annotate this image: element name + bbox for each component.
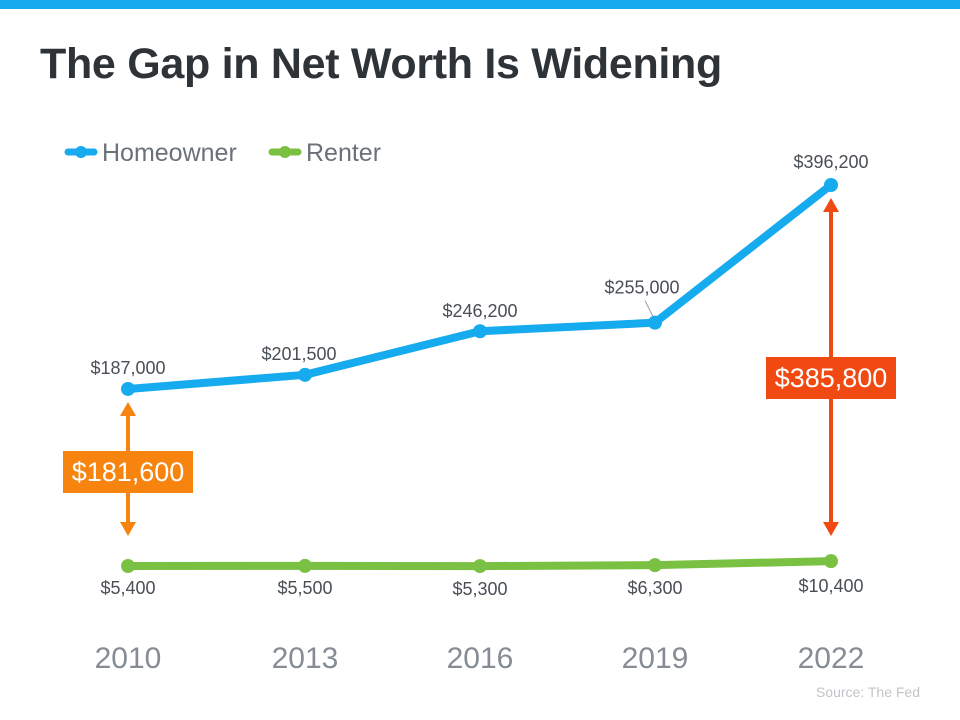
data-point-0-4 bbox=[824, 178, 838, 192]
gap-callout-label-0: $181,600 bbox=[72, 457, 185, 487]
legend-marker-1 bbox=[279, 146, 291, 158]
legend: Homeowner Renter bbox=[64, 139, 381, 167]
x-tick-label-1: 2013 bbox=[272, 642, 339, 675]
data-label-1-4: $10,400 bbox=[798, 576, 863, 596]
data-point-0-0 bbox=[121, 381, 135, 396]
data-point-1-0 bbox=[121, 559, 135, 573]
x-tick-label-0: 2010 bbox=[95, 642, 162, 675]
data-label-0-0: $187,000 bbox=[90, 358, 165, 378]
data-point-0-3 bbox=[648, 315, 662, 330]
data-point-1-2 bbox=[473, 559, 487, 574]
data-label-1-3: $6,300 bbox=[627, 578, 682, 598]
gap-arrow-head-top-1 bbox=[823, 198, 839, 212]
x-tick-label-4: 2022 bbox=[798, 642, 865, 675]
series-line-0 bbox=[124, 181, 835, 393]
x-tick-label-2: 2016 bbox=[447, 642, 514, 675]
chart-title: The Gap in Net Worth Is Widening bbox=[40, 40, 722, 88]
data-label-0-4: $396,200 bbox=[793, 152, 868, 172]
top-accent-bar bbox=[0, 0, 960, 9]
data-point-0-2 bbox=[473, 324, 487, 339]
data-label-0-3: $255,000 bbox=[604, 278, 679, 298]
gap-arrow-head-bottom-1 bbox=[823, 522, 839, 536]
legend-label-0: Homeowner bbox=[102, 139, 237, 167]
x-tick-label-3: 2019 bbox=[622, 642, 689, 675]
gap-arrow-head-top-0 bbox=[120, 401, 136, 416]
data-label-0-1: $201,500 bbox=[261, 344, 336, 364]
leader-line-2019 bbox=[644, 300, 654, 317]
data-point-1-3 bbox=[648, 558, 662, 573]
gap-callout-box-1 bbox=[766, 357, 896, 399]
gap-callout-label-1: $385,800 bbox=[775, 363, 888, 393]
data-label-1-2: $5,300 bbox=[452, 579, 507, 599]
data-point-1-4 bbox=[824, 554, 838, 569]
gap-arrow-head-bottom-0 bbox=[120, 522, 136, 536]
data-point-0-1 bbox=[298, 367, 312, 382]
source-note: Source: The Fed bbox=[815, 684, 920, 700]
legend-label-1: Renter bbox=[306, 139, 381, 167]
data-label-1-0: $5,400 bbox=[100, 578, 155, 598]
legend-marker-0 bbox=[75, 146, 87, 158]
data-label-1-1: $5,500 bbox=[277, 578, 332, 598]
data-point-1-1 bbox=[298, 558, 312, 573]
gap-callout-box-0 bbox=[63, 451, 193, 493]
data-label-0-2: $246,200 bbox=[442, 301, 517, 321]
